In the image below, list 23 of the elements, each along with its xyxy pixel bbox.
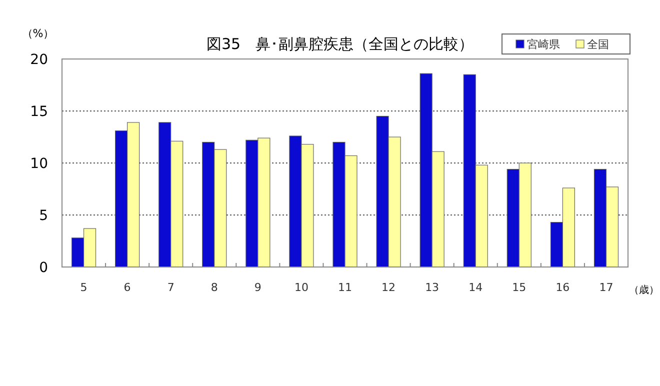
y-tick-label: 20 [30,52,48,68]
x-tick-label: 16 [556,281,570,294]
x-tick-label: 14 [468,281,483,294]
x-tick-label: 7 [167,281,174,294]
x-tick-label: 8 [210,281,218,294]
y-tick-label: 15 [30,104,48,120]
x-axis-title: （歳） [629,284,659,296]
x-tick-label: 15 [512,281,526,294]
y-tick-label: 5 [39,208,48,224]
x-tick-label: 12 [382,281,396,294]
chart-title: 図35 鼻･副鼻腔疾患（全国との比較） [206,35,474,53]
legend-label: 宮崎県 [527,38,560,51]
y-tick-label: 0 [39,260,48,276]
x-tick-label: 13 [425,281,440,294]
y-axis-title: （%） [22,27,54,40]
x-tick-label: 9 [254,281,262,294]
x-tick-label: 6 [124,281,131,294]
x-tick-label: 5 [80,281,88,294]
y-tick-label: 10 [30,156,48,172]
x-tick-label: 11 [338,281,352,294]
x-tick-label: 10 [294,281,308,294]
legend-label: 全国 [587,38,609,51]
x-tick-label: 17 [599,281,614,294]
